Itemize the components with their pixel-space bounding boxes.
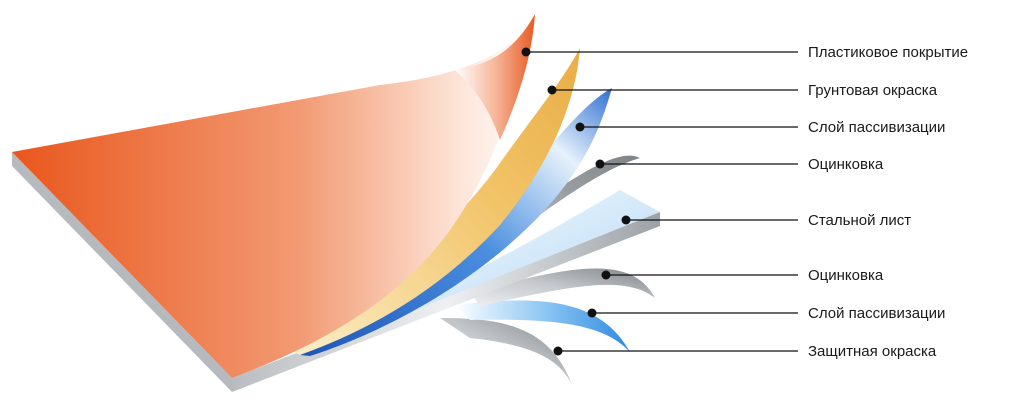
label-passivation-bottom: Слой пассивизации xyxy=(808,305,945,322)
label-steel-sheet: Стальной лист xyxy=(808,212,911,229)
leader-plastic-coating xyxy=(521,47,798,57)
protective-paint-shape xyxy=(440,318,572,385)
leader-passivation-top xyxy=(575,122,798,132)
label-protective-paint: Защитная окраска xyxy=(808,343,937,360)
leader-passivation-bottom xyxy=(587,308,798,318)
leader-primer-top xyxy=(547,85,798,95)
passivation-bottom-shape xyxy=(455,300,630,352)
label-passivation-top: Слой пассивизации xyxy=(808,119,945,136)
sheet-edge-front xyxy=(232,212,660,392)
label-primer-top: Грунтовая окраска xyxy=(808,82,938,99)
passivation-top-shape xyxy=(300,88,612,356)
leader-zinc-bottom xyxy=(601,270,798,280)
sheet-edge-left xyxy=(12,152,232,392)
label-zinc-top: Оцинковка xyxy=(808,156,884,173)
plastic-coating-curl xyxy=(455,14,535,140)
leader-protective-paint xyxy=(553,346,798,356)
label-zinc-bottom: Оцинковка xyxy=(808,267,884,284)
plastic-coating-shape xyxy=(12,14,535,378)
label-plastic-coating: Пластиковое покрытие xyxy=(808,44,968,61)
leader-steel-sheet xyxy=(621,215,798,225)
leader-zinc-top xyxy=(595,159,798,169)
